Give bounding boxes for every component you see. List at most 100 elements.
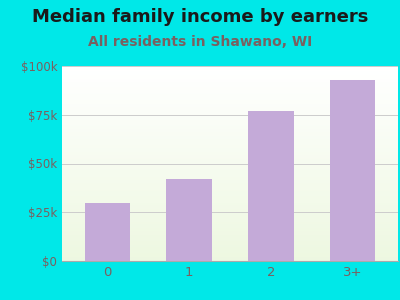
Bar [62,184,398,185]
Bar [62,91,398,92]
Bar [62,155,398,156]
Bar [62,176,398,177]
Bar [62,128,398,129]
Bar [62,208,398,209]
Bar [62,88,398,89]
Bar [62,195,398,196]
Bar [62,215,398,216]
Bar [62,221,398,222]
Bar [62,257,398,258]
Bar [62,90,398,91]
Bar [62,129,398,130]
Bar [62,202,398,203]
Bar [62,182,398,183]
Bar [62,258,398,259]
Bar [62,121,398,122]
Bar [62,144,398,145]
Bar [62,199,398,200]
Bar [62,149,398,150]
Bar [62,180,398,181]
Bar [62,107,398,108]
Bar [62,212,398,213]
Bar [62,85,398,86]
Bar [62,82,398,83]
Bar [62,72,398,73]
Bar [62,76,398,77]
Bar [62,251,398,252]
Bar [62,167,398,168]
Bar [62,227,398,228]
Bar [62,95,398,96]
Text: Median family income by earners: Median family income by earners [32,8,368,26]
Bar [62,68,398,69]
Bar [62,105,398,106]
Bar [62,183,398,184]
Bar [62,89,398,90]
Bar [62,81,398,82]
Bar [62,228,398,229]
Bar [62,140,398,141]
Bar [62,112,398,113]
Bar [62,122,398,124]
Bar [62,218,398,219]
Bar [62,170,398,171]
Bar [62,97,398,98]
Bar [62,120,398,121]
Bar [62,202,398,203]
Bar [62,241,398,242]
Bar [62,131,398,132]
Bar [62,132,398,133]
Bar [62,96,398,97]
Bar [62,185,398,186]
Bar [62,158,398,159]
Bar [62,210,398,211]
Bar [330,80,376,261]
Bar [62,160,398,161]
Bar [62,77,398,78]
Bar [62,124,398,125]
Bar [62,231,398,232]
Bar [62,196,398,197]
Bar [62,205,398,206]
Bar [62,87,398,88]
Bar [62,98,398,99]
Bar [62,222,398,223]
Bar [62,133,398,134]
Bar [62,145,398,146]
Bar [62,153,398,154]
Bar [62,189,398,190]
Bar [62,100,398,101]
Bar [62,178,398,179]
Bar [62,75,398,76]
Bar [62,102,398,103]
Bar [166,179,212,261]
Bar [84,202,130,261]
Bar [62,255,398,256]
Bar [62,79,398,80]
Bar [62,190,398,191]
Bar [62,238,398,239]
Bar [62,235,398,236]
Bar [62,82,398,83]
Bar [62,252,398,253]
Bar [62,247,398,248]
Bar [62,233,398,234]
Bar [62,109,398,110]
Bar [62,249,398,250]
Bar [62,147,398,148]
Bar [62,125,398,126]
Bar [62,143,398,144]
Bar [62,186,398,187]
Bar [62,152,398,153]
Bar [62,171,398,172]
Bar [62,69,398,70]
Bar [62,226,398,227]
Bar [62,94,398,95]
Bar [62,154,398,155]
Bar [62,161,398,163]
Bar [62,213,398,214]
Bar [62,214,398,215]
Bar [62,248,398,249]
Bar [62,191,398,192]
Bar [62,93,398,94]
